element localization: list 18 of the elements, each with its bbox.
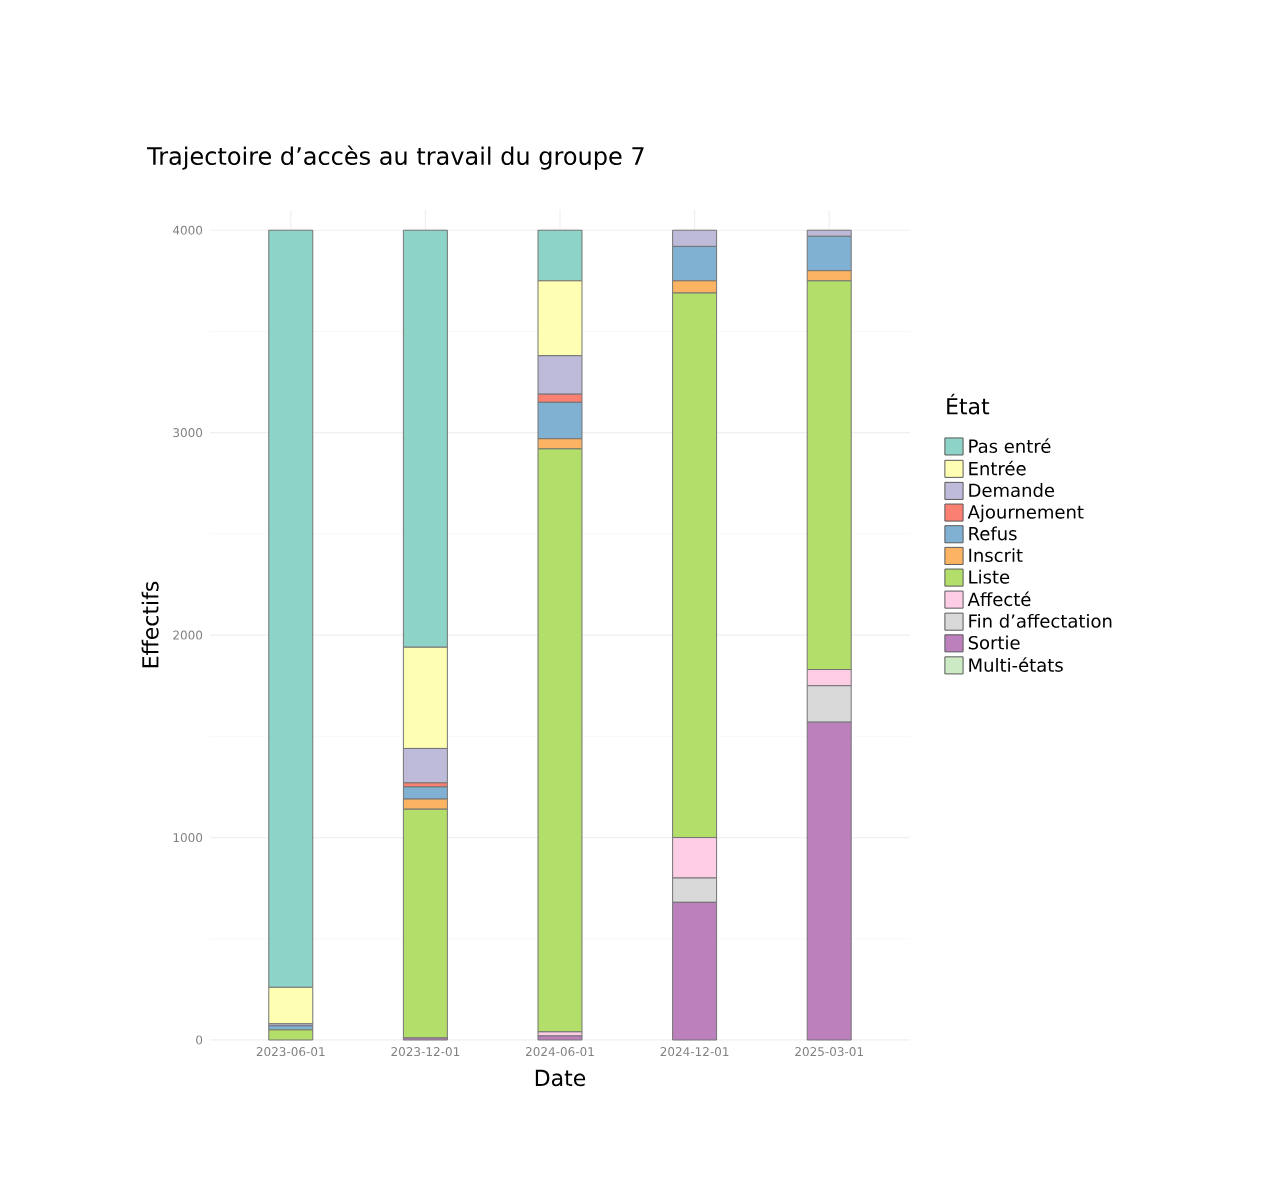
legend-label: Fin d’affectation: [969, 613, 1112, 628]
x-axis-title: Date: [535, 1069, 586, 1087]
bar: [806, 235, 852, 272]
legend-label: Entrée: [969, 460, 1026, 476]
legend-label: Pas entré: [969, 438, 1051, 453]
bar: [268, 1029, 314, 1041]
legend-label: Demande: [969, 483, 1055, 498]
legend-title: État: [947, 393, 990, 415]
chart-title: Trajectoire d’accès au travail du groupe 7: [147, 145, 644, 170]
legend-label: Liste: [969, 569, 1010, 584]
legend-label: Multi-états: [969, 657, 1063, 672]
y-axis-title: Effectifs: [141, 581, 159, 668]
bar: [537, 401, 583, 440]
legend-label: Affecté: [967, 591, 1031, 607]
legend-label: Inscrit: [969, 548, 1023, 563]
legend-label: Refus: [969, 526, 1017, 541]
legend-label: Sortie: [968, 635, 1020, 650]
legend-label: Ajournement: [967, 504, 1084, 523]
